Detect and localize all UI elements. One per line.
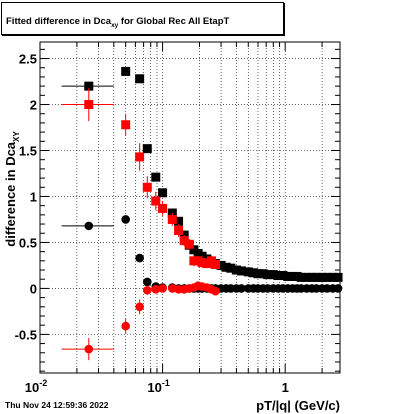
data-point-square xyxy=(84,100,94,110)
data-point-square xyxy=(283,271,293,281)
x-axis-label: pT/|q| (GeV/c) xyxy=(256,398,340,413)
data-point-square xyxy=(151,196,161,206)
data-point-circle xyxy=(142,277,152,287)
data-point-square xyxy=(231,265,241,275)
plot-frame xyxy=(39,41,341,374)
data-point-square xyxy=(258,269,268,279)
y-tick-label: 0.5 xyxy=(19,235,37,250)
y-axis-label: difference in DcaXY xyxy=(3,131,21,247)
data-point-square xyxy=(317,272,327,282)
data-point-square xyxy=(167,214,177,224)
data-point-square xyxy=(311,272,321,282)
data-point-square xyxy=(174,216,184,226)
data-point-circle xyxy=(237,284,246,293)
data-point-circle xyxy=(151,285,161,294)
data-point-square xyxy=(243,267,253,277)
data-point-circle xyxy=(121,321,130,331)
data-point-square xyxy=(84,81,94,91)
data-point-square xyxy=(236,266,246,276)
y-tick-label: 2 xyxy=(30,98,37,113)
data-point-square xyxy=(210,260,220,270)
data-point-circle xyxy=(121,215,130,224)
series-4 xyxy=(61,281,220,361)
y-tick-label: 2.5 xyxy=(19,52,37,67)
data-point-square xyxy=(333,272,343,282)
chart-title: Fitted difference in Dcaxy for Global Re… xyxy=(6,16,230,29)
data-point-circle xyxy=(158,284,167,293)
chart-title-main: Fitted difference in Dca xyxy=(6,16,112,27)
y-axis-label-subscript: XY xyxy=(12,131,21,142)
data-point-square xyxy=(158,203,168,213)
data-point-square xyxy=(248,268,258,278)
data-point-square xyxy=(174,225,184,235)
y-axis-label-main: difference in Dca xyxy=(3,141,18,247)
x-tick-label: 10-2 xyxy=(25,378,47,395)
data-point-circle xyxy=(167,284,177,293)
data-point-square xyxy=(263,270,273,280)
series-1 xyxy=(61,66,343,282)
x-tick-label: 1 xyxy=(282,380,289,395)
data-point-square xyxy=(151,172,161,182)
data-point-square xyxy=(273,271,283,281)
data-point-square xyxy=(179,236,189,246)
data-point-circle xyxy=(142,285,152,295)
data-point-circle xyxy=(135,302,144,312)
chart-title-subscript: xy xyxy=(111,22,119,29)
data-point-square xyxy=(197,258,207,268)
y-tick-label: -0.5 xyxy=(15,327,37,342)
data-point-square xyxy=(121,120,131,130)
data-point-circle xyxy=(333,284,343,293)
data-point-circle xyxy=(84,344,94,354)
chart-grid xyxy=(40,42,340,373)
x-tick-label: 10-1 xyxy=(147,378,169,395)
data-point-square xyxy=(296,272,306,282)
data-point-square xyxy=(278,271,288,281)
data-point-square xyxy=(121,66,131,76)
data-point-square xyxy=(158,188,168,198)
axis-ticks xyxy=(39,42,340,373)
data-point-square xyxy=(307,272,317,282)
axis-tick-labels: -0.5 0 0.5 1 1.5 2 2.5 10-2 10-1 1 xyxy=(15,52,289,395)
data-point-square xyxy=(142,144,152,154)
data-point-square xyxy=(322,272,332,282)
series-2 xyxy=(61,87,220,270)
data-marks xyxy=(61,66,343,361)
data-point-circle xyxy=(84,221,94,231)
y-tick-label: 0 xyxy=(30,281,37,296)
data-point-square xyxy=(302,272,312,282)
data-point-square xyxy=(135,74,145,84)
data-point-square xyxy=(142,182,152,192)
data-point-circle xyxy=(135,253,144,263)
data-point-square xyxy=(135,152,145,162)
data-point-square xyxy=(184,239,194,249)
timestamp: Thu Nov 24 12:59:36 2022 xyxy=(5,400,109,410)
data-point-square xyxy=(253,269,263,279)
data-point-square xyxy=(226,263,236,273)
chart-title-box: Fitted difference in Dcaxy for Global Re… xyxy=(1,2,284,35)
chart-title-suffix: for Global Rec All EtapT xyxy=(118,16,229,27)
data-point-square xyxy=(268,270,278,280)
svg-text:Fitted difference in Dcaxy for: Fitted difference in Dcaxy for Global Re… xyxy=(6,16,230,29)
data-point-circle xyxy=(211,286,220,296)
y-tick-label: 1 xyxy=(30,189,37,204)
data-point-square xyxy=(197,251,207,261)
data-point-square xyxy=(328,272,338,282)
data-point-square xyxy=(216,260,226,270)
y-tick-label: 1.5 xyxy=(19,143,37,158)
data-point-square xyxy=(221,262,231,272)
